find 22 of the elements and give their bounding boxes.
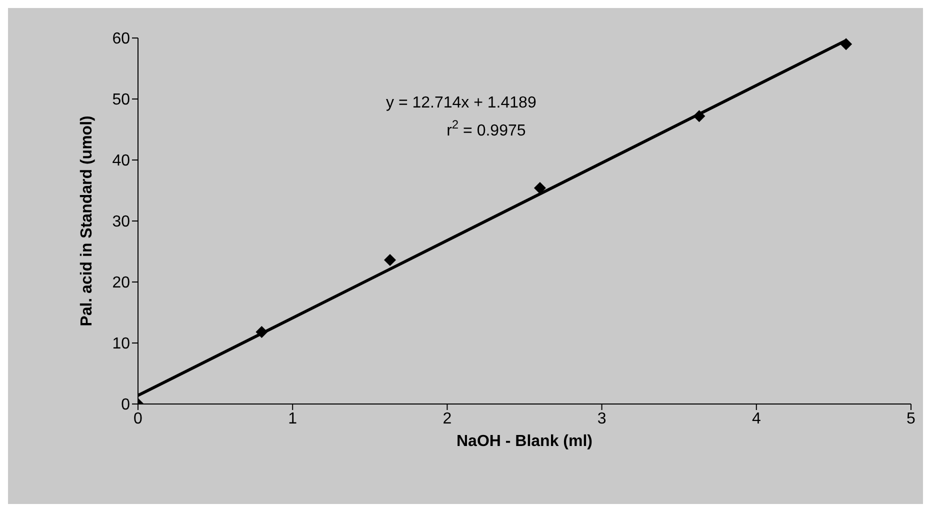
point <box>840 38 852 50</box>
y-tick-label: 40 <box>112 152 130 170</box>
y-tick-label: 30 <box>112 214 130 231</box>
x-tick-label: 1 <box>288 410 298 428</box>
y-tick-label: 10 <box>112 336 130 353</box>
y-axis-title: Pal. acid in Standard (umol) <box>78 116 96 326</box>
y-tick-label: 0 <box>121 396 130 414</box>
point <box>693 110 706 122</box>
x-tick-label: 3 <box>597 410 606 428</box>
annotation: y = 12.714x + 1.4189 <box>386 94 536 112</box>
x-tick-label: 4 <box>752 410 761 428</box>
y-tick-label: 50 <box>112 92 130 109</box>
y-tick-label: 60 <box>112 30 130 48</box>
x-tick-label: 2 <box>442 410 452 428</box>
x-tick-label: 0 <box>134 410 143 428</box>
x-axis-title: NaOH - Blank (ml) <box>456 433 593 450</box>
annotation: r$^{2}$ = 0.9975 <box>446 117 526 140</box>
point <box>384 254 396 266</box>
point <box>534 182 546 194</box>
x-tick-label: 5 <box>906 410 916 428</box>
y-tick-label: 20 <box>112 274 130 292</box>
point <box>256 326 268 338</box>
